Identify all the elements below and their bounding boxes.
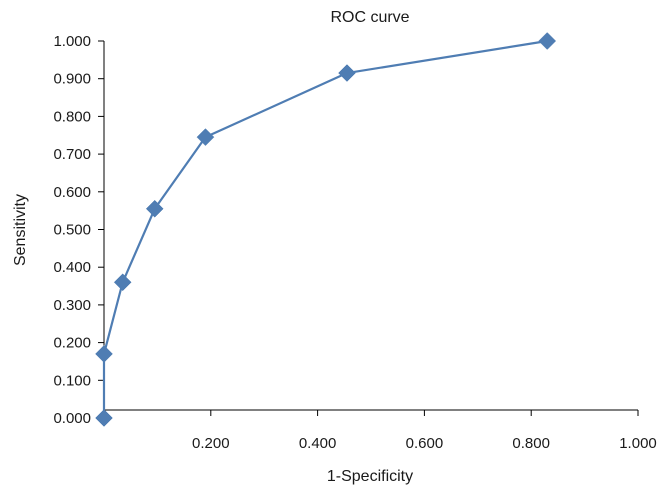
data-point-diamond [113, 273, 132, 292]
x-axis-title: 1-Specificity [327, 468, 413, 485]
data-point-diamond [538, 32, 557, 50]
y-tick-label: 0.700 [53, 146, 91, 163]
x-tick-label: 0.400 [299, 435, 337, 452]
data-point-diamond [95, 345, 113, 363]
y-tick-label: 0.800 [53, 108, 91, 125]
y-tick-label: 0.500 [53, 222, 91, 239]
y-tick-label: 0.100 [53, 372, 91, 389]
y-tick-label: 0.400 [53, 259, 91, 276]
y-axis-title: Sensitivity [12, 194, 29, 266]
y-tick-label: 1.000 [53, 33, 91, 50]
data-point-diamond [196, 128, 215, 146]
x-tick-label: 0.600 [406, 435, 444, 452]
y-tick-label: 0.300 [53, 297, 91, 314]
data-point-diamond [338, 64, 356, 82]
data-point-diamond [145, 199, 164, 218]
x-tick-label: 0.800 [512, 435, 550, 452]
x-tick-label: 0.200 [192, 435, 230, 452]
chart-title: ROC curve [330, 9, 409, 26]
data-point-diamond [95, 409, 113, 427]
x-tick-label: 1.000 [619, 435, 657, 452]
x-axis-ticks: 0.200 0.400 0.600 0.800 1.000 [192, 410, 657, 452]
y-tick-label: 0.000 [53, 410, 91, 427]
y-tick-label: 0.200 [53, 335, 91, 352]
y-tick-label: 0.900 [53, 71, 91, 88]
series-layer [95, 32, 557, 427]
y-axis-ticks: 0.000 0.100 0.200 0.300 0.400 0.500 0.600 0.700… [53, 33, 104, 427]
y-tick-label: 0.600 [53, 184, 91, 201]
roc-series-line [102, 39, 548, 418]
